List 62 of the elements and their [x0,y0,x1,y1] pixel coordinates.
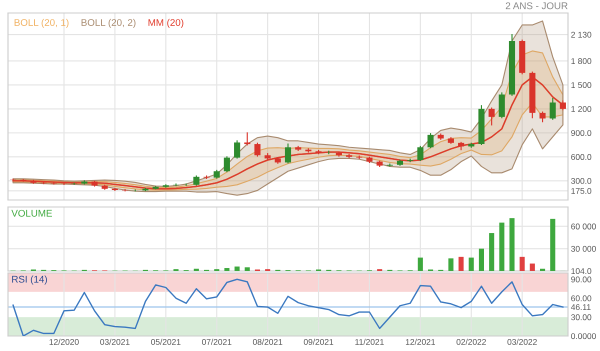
bar [468,258,474,271]
candlestick [427,133,434,148]
text: BOLL (20, 1) [14,18,69,28]
candlestick [498,92,505,118]
y-tick-label: 1 200 [571,106,592,112]
y-tick-label: 46.11 [570,304,591,310]
candlestick [488,108,495,126]
x-tick-label: 03/2021 [100,338,130,345]
candlestick [539,112,546,122]
y-tick-label: 300.0 [571,178,592,184]
candlestick [183,183,190,186]
y-tick-label: 1 500 [571,82,592,88]
x-tick-label: 07/2021 [202,338,232,345]
y-tick-label: 600.0 [571,154,592,160]
chart-title: RSI (14) [12,276,47,285]
y-tick-label: 1 800 [571,58,592,64]
x-tick-label: 02/2022 [456,338,486,345]
bar [478,248,484,271]
candlestick [417,146,424,161]
y-tick-label: 2 130 [571,32,592,38]
bar [418,258,423,271]
candlestick [284,144,292,164]
y-tick-label: 30 000 [571,246,596,252]
bar [530,264,535,271]
text: BOLL (20, 2) [82,18,136,28]
bar [224,268,230,271]
candlestick [244,132,250,146]
text: MM (20) [148,18,184,28]
y-tick-label: 104.0 [571,268,592,274]
candlestick [550,98,556,120]
x-tick-label: 05/2021 [151,338,180,345]
x-tick-label: 12/2020 [50,338,79,345]
candlestick [224,156,230,172]
y-tick-label: 0.0000 [571,333,596,340]
candlestick [407,158,414,162]
y-tick-label: 900.0 [571,130,592,136]
bar [448,258,454,271]
chart-subtitle: 2 ANS - JOUR [506,2,568,10]
x-tick-label: 11/2021 [355,338,384,345]
y-tick-label: 90.00 [571,276,592,282]
bar [244,267,250,271]
bar [520,256,525,271]
y-tick-label: 60.00 [571,295,592,302]
x-tick-label: 08/2021 [252,338,282,345]
candlestick [234,140,240,159]
bar [458,256,464,271]
candlestick [20,179,26,182]
x-tick-label: 12/2021 [406,338,436,345]
bar [489,233,494,271]
y-tick-label: 30.00 [571,314,592,320]
y-tick-label: 60 000 [571,224,596,230]
x-tick-label: 09/2021 [304,338,334,345]
bar [550,218,556,271]
bar [499,222,504,271]
candlestick [254,142,261,157]
candlestick [468,142,474,148]
chart-title: VOLUME [11,210,52,217]
y-tick-label: 175.0 [571,188,592,194]
x-tick-label: 03/2022 [507,338,537,345]
candlestick [50,182,57,185]
bar [509,218,515,271]
bar [234,266,240,271]
